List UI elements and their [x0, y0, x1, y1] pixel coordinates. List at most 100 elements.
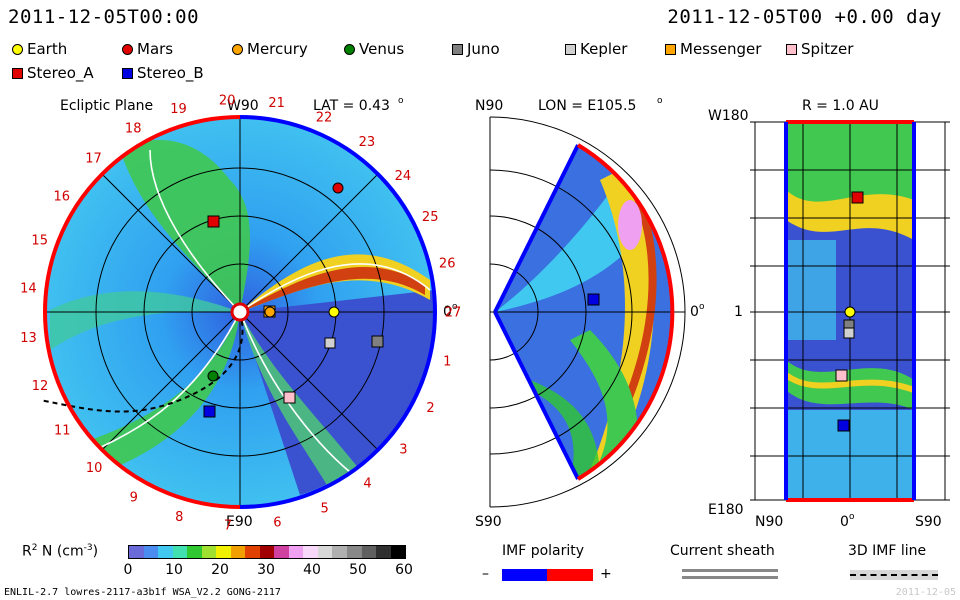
- stereo-b-marker: [203, 405, 216, 418]
- mercury-marker: [264, 306, 276, 318]
- colorbar-tick-label: 50: [349, 562, 367, 578]
- imf-plus: +: [600, 566, 612, 582]
- meridional-stereo-b-marker: [587, 293, 600, 306]
- legend-marker-square-icon: [122, 67, 133, 79]
- colorbar-segment: [390, 546, 406, 558]
- stereo-a-marker: [207, 215, 220, 228]
- legend-label: Earth: [27, 40, 68, 58]
- colorbar-tick-label: 20: [211, 562, 229, 578]
- sector-number: 27: [445, 306, 462, 321]
- colorbar-segment: [172, 546, 188, 558]
- ecliptic-top-label: W90: [227, 98, 259, 114]
- juno-marker: [371, 335, 384, 348]
- colorbar-segment: [259, 546, 275, 558]
- meridional-right-label: 0: [690, 304, 699, 320]
- radial-mid-left: 1: [734, 304, 743, 320]
- ecliptic-lat-deg: o: [398, 96, 404, 106]
- meridional-lon: LON = E105.5: [538, 98, 636, 114]
- sector-number: 3: [399, 443, 407, 458]
- legend-label: Venus: [359, 40, 405, 58]
- colorbar: [128, 545, 406, 559]
- sector-number: 21: [268, 96, 285, 111]
- sector-number: 15: [31, 234, 48, 249]
- radial-title: R = 1.0 AU: [802, 98, 879, 114]
- imf-negative-swatch: [502, 569, 547, 581]
- sector-number: 25: [422, 210, 439, 225]
- radial-bottom-left: E180: [708, 502, 744, 518]
- sector-number: 11: [54, 423, 71, 438]
- colorbar-segment: [361, 546, 377, 558]
- radial-kepler-marker: [843, 327, 855, 339]
- radial-x-mid-deg: o: [849, 512, 855, 522]
- ecliptic-lat: LAT = 0.43: [313, 98, 390, 114]
- ecliptic-right-label: 0: [443, 304, 452, 320]
- sector-number: 24: [395, 169, 412, 184]
- colorbar-segment: [158, 546, 173, 558]
- sector-number: 19: [170, 102, 187, 117]
- sector-number: 9: [130, 491, 138, 506]
- colorbar-tick-label: 60: [395, 562, 413, 578]
- meridional-plane-plot: N90 LON = E105.5 o S90 0 o: [475, 96, 705, 530]
- sector-number: 5: [321, 501, 329, 516]
- current-sheath-line-1: [682, 569, 778, 572]
- current-sheath-title: Current sheath: [670, 543, 775, 559]
- legend-marker-circle-icon: [232, 43, 243, 55]
- radial-spitzer-marker: [835, 369, 848, 382]
- legend-marker-circle-icon: [344, 43, 355, 55]
- sector-number: 7: [224, 519, 232, 534]
- colorbar-segment: [143, 546, 159, 558]
- sector-number: 6: [273, 516, 281, 531]
- colorbar-label: R2 N (cm-3): [22, 543, 99, 560]
- legend-marker-circle-icon: [12, 43, 23, 55]
- meridional-top-label: N90: [475, 98, 503, 114]
- colorbar-segment: [129, 546, 144, 558]
- legend-item-earth: Earth: [12, 40, 67, 58]
- ecliptic-right-deg: o: [452, 302, 458, 312]
- legend-label: Stereo_B: [137, 64, 204, 82]
- mars-marker: [332, 182, 344, 194]
- meridional-right-deg: o: [699, 302, 705, 312]
- imf-line-title: 3D IMF line: [848, 543, 927, 559]
- current-sheath-line-2: [682, 576, 778, 579]
- radial-x-right: S90: [915, 514, 942, 530]
- sector-number: 8: [175, 510, 183, 525]
- kepler-marker: [324, 337, 336, 349]
- spitzer-marker: [283, 391, 296, 404]
- legend-label: Spitzer: [801, 40, 854, 58]
- sector-number: 2: [426, 401, 434, 416]
- legend-marker-square-icon: [786, 43, 797, 55]
- legend-marker-square-icon: [12, 67, 23, 79]
- sector-number: 1: [443, 355, 451, 370]
- ecliptic-plane-plot: Ecliptic Plane W90 LAT = 0.43 o E90 0 o …: [20, 93, 462, 534]
- legend-item-messenger: Messenger: [665, 40, 761, 58]
- legend-marker-square-icon: [665, 43, 676, 55]
- sector-number: 16: [54, 189, 71, 204]
- colorbar-segment: [274, 546, 289, 558]
- earth-marker: [328, 306, 340, 318]
- sector-number: 13: [20, 331, 37, 346]
- imf-positive-swatch: [547, 569, 593, 581]
- legend-item-stereo-b: Stereo_B: [122, 64, 204, 82]
- legend-marker-circle-icon: [122, 43, 133, 55]
- colorbar-segment: [201, 546, 217, 558]
- colorbar-tick-label: 10: [165, 562, 183, 578]
- sector-number: 23: [359, 135, 376, 150]
- venus-marker: [207, 370, 219, 382]
- meridional-bottom-label: S90: [475, 514, 502, 530]
- colorbar-segment: [346, 546, 362, 558]
- colorbar-tick-label: 0: [123, 562, 133, 578]
- colorbar-tick-label: 40: [303, 562, 321, 578]
- colorbar-segment: [216, 546, 231, 558]
- legend-item-spitzer: Spitzer: [786, 40, 853, 58]
- colorbar-segment: [245, 546, 260, 558]
- radial-x-left: N90: [755, 514, 783, 530]
- colorbar-segment: [332, 546, 347, 558]
- ecliptic-bottom-label: E90: [226, 514, 253, 530]
- colorbar-segment: [376, 546, 391, 558]
- legend-item-mars: Mars: [122, 40, 173, 58]
- sector-number: 4: [363, 477, 371, 492]
- colorbar-tick-label: 30: [257, 562, 275, 578]
- sector-number: 20: [219, 93, 236, 108]
- legend-item-stereo-a: Stereo_A: [12, 64, 94, 82]
- legend-label: Kepler: [580, 40, 628, 58]
